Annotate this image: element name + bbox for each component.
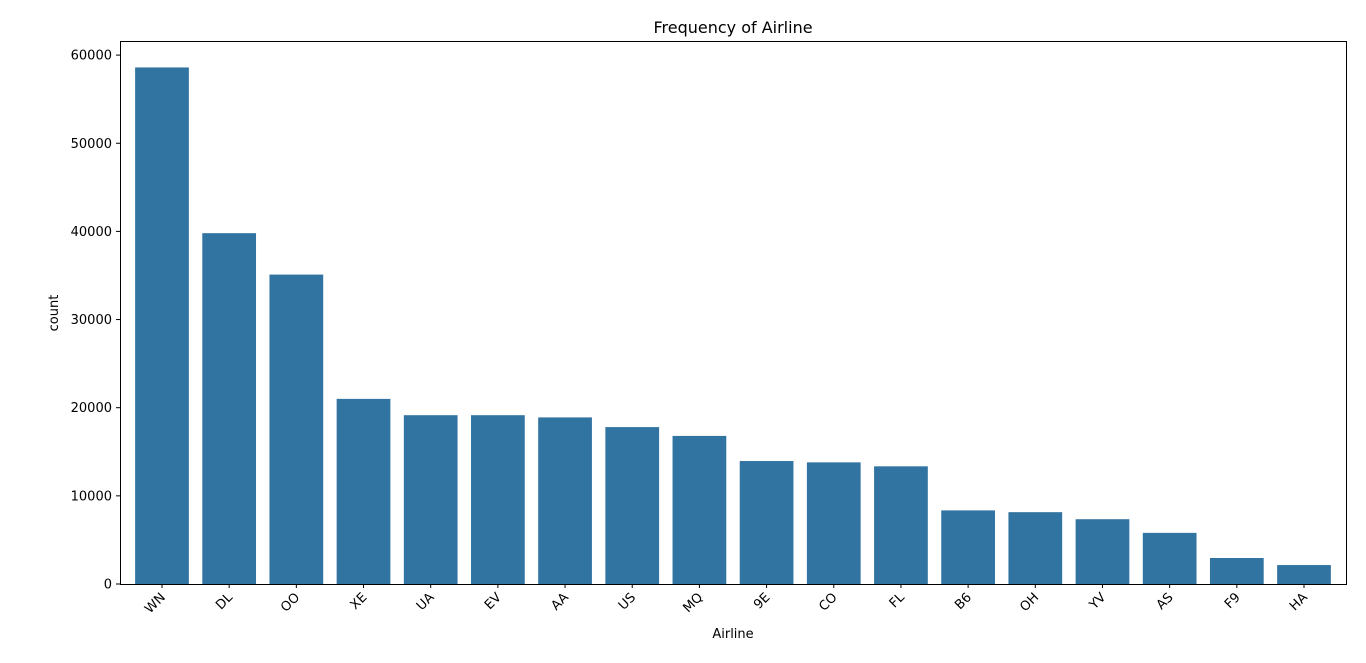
x-tick-label: UA [414, 590, 438, 614]
plot-area-frame [120, 41, 1347, 585]
x-axis-label: Airline [712, 627, 753, 642]
x-tick-label: B6 [952, 590, 975, 613]
x-tick-label: CO [816, 590, 840, 614]
bar-dl [202, 233, 257, 585]
y-tick-label: 0 [104, 578, 112, 593]
bars-group [135, 67, 1331, 585]
chart-title: Frequency of Airline [653, 18, 812, 37]
bar-yv [1075, 519, 1130, 584]
y-axis-ticks: 0 10000 20000 30000 40000 50000 60000 [71, 49, 120, 593]
x-tick-label: OH [1017, 590, 1042, 615]
x-tick-label: 9E [751, 590, 773, 612]
bar-wn [135, 67, 189, 584]
x-tick-label: F9 [1222, 590, 1244, 612]
bar-aa [538, 417, 592, 584]
bar-co [806, 462, 861, 584]
y-tick-label: 40000 [71, 225, 112, 240]
bar-mq [672, 435, 727, 584]
y-tick-label: 30000 [71, 313, 112, 328]
bar-ua [403, 415, 458, 584]
bar-ha [1277, 565, 1331, 584]
y-tick-label: 20000 [71, 401, 112, 416]
bar-b6 [941, 510, 995, 584]
x-tick-label: AA [548, 590, 572, 614]
bar-us [605, 427, 660, 584]
y-tick-label: 10000 [71, 489, 112, 504]
bar-fl [874, 466, 928, 584]
bar-oh [1008, 512, 1063, 584]
y-axis-label: count [47, 295, 62, 332]
x-tick-label: EV [482, 590, 505, 613]
x-tick-label: DL [213, 590, 236, 613]
bar-oo [269, 274, 324, 584]
bar-as [1142, 532, 1197, 584]
bar-9e [739, 461, 794, 584]
y-tick-label: 60000 [71, 49, 112, 64]
x-tick-label: US [616, 590, 639, 613]
y-tick-label: 50000 [71, 137, 112, 152]
x-tick-label: WN [142, 590, 169, 617]
bar-f9 [1209, 558, 1264, 584]
x-tick-label: OO [278, 590, 303, 615]
x-tick-label: XE [348, 590, 371, 613]
x-tick-label: FL [887, 590, 909, 612]
x-tick-label: YV [1086, 590, 1109, 613]
bar-xe [336, 398, 391, 584]
bar-ev [471, 415, 525, 584]
x-axis-ticks: WN DL OO XE UA EV AA US MQ 9E CO FL B6 OH YV AS F9 HA [142, 584, 1311, 617]
x-tick-label: MQ [680, 590, 706, 616]
x-tick-label: HA [1287, 590, 1311, 614]
x-tick-label: AS [1154, 590, 1177, 613]
